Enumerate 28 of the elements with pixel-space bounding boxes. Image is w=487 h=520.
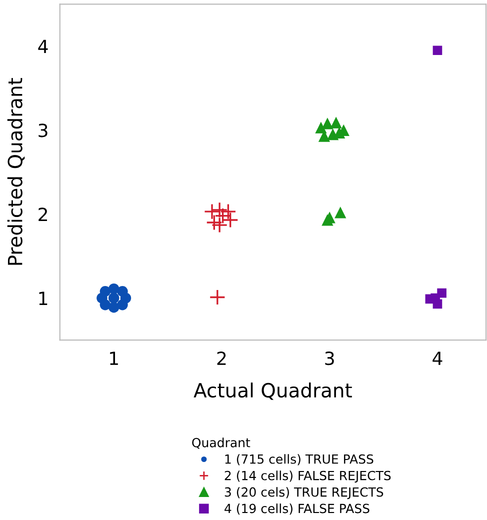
point xyxy=(117,299,128,310)
point xyxy=(211,202,228,218)
legend-label: 2 (14 cells) FALSE REJECTS xyxy=(224,470,391,483)
legend-label: 1 (715 cells) TRUE PASS xyxy=(225,454,374,466)
point xyxy=(222,212,238,228)
x-tick-label: 4 xyxy=(432,352,442,365)
y-axis-title: Predicted Quadrant xyxy=(7,78,25,265)
point xyxy=(100,299,111,310)
legend-label: 4 (19 cells) FALSE PASS xyxy=(224,504,370,515)
point xyxy=(330,116,342,128)
x-axis-title: Actual Quadrant xyxy=(194,382,352,400)
legend-title: Quadrant xyxy=(192,438,250,449)
point xyxy=(204,203,220,220)
x-tick-label: 3 xyxy=(325,352,334,366)
point xyxy=(334,206,346,218)
point xyxy=(108,292,120,304)
point xyxy=(322,118,334,130)
x-tick-label: 1 xyxy=(110,352,118,365)
point xyxy=(117,286,128,297)
y-tick-label: 1 xyxy=(39,292,48,305)
y-tick-label: 4 xyxy=(38,40,48,54)
point xyxy=(209,289,226,306)
y-tick-label: 3 xyxy=(38,124,48,138)
legend-label: 3 (20 cels) TRUE REJECTS xyxy=(224,487,384,500)
x-tick-label: 2 xyxy=(217,352,226,365)
point xyxy=(211,216,228,234)
y-tick-label: 2 xyxy=(38,208,47,221)
point xyxy=(432,46,442,56)
